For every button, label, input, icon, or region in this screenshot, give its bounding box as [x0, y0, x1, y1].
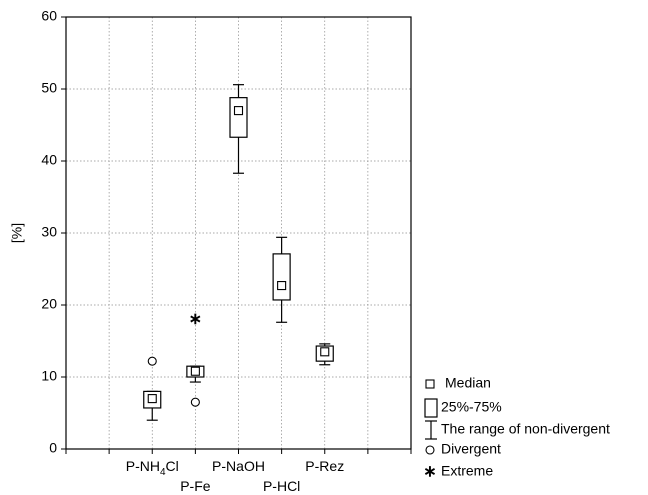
legend-item-median: Median	[425, 375, 491, 391]
y-tick-label: 60	[41, 8, 57, 24]
box-plot-p-naoh	[229, 84, 248, 174]
legend-item-whisker: The range of non-divergent	[425, 420, 610, 440]
iqr-box	[272, 253, 291, 301]
x-tick-label: P-NH4Cl	[126, 458, 179, 478]
extreme-point: ∗	[189, 311, 202, 328]
x-tick-label: P-Rez	[305, 458, 344, 474]
legend-divergent-icon	[425, 445, 435, 455]
iqr-box	[229, 97, 248, 138]
legend-item-box: 25%-75%	[424, 398, 502, 418]
box-series: ∗	[143, 84, 334, 421]
y-tick-label: 40	[41, 152, 57, 168]
box-plot-p-nh4cl	[143, 356, 162, 421]
y-tick-label: 50	[41, 80, 57, 96]
grid-lines	[66, 17, 411, 449]
y-axis-label: [%]	[9, 223, 25, 243]
x-tick-label: P-NaOH	[212, 458, 265, 474]
y-tick-label: 10	[41, 368, 57, 384]
y-tick-label: 0	[49, 440, 57, 456]
legend-item-extreme: ∗ Extreme	[423, 463, 493, 481]
median-marker	[147, 394, 157, 404]
legend-median-icon	[425, 379, 435, 389]
legend-item-divergent: Divergent	[425, 441, 501, 457]
box-plot-p-rez	[315, 343, 334, 366]
divergent-point	[147, 356, 157, 366]
median-marker	[233, 106, 244, 116]
legend-label: The range of non-divergent	[441, 421, 610, 437]
legend: Median 25%-75% The range of non-divergent D…	[423, 375, 610, 481]
legend-label: Divergent	[441, 441, 501, 457]
median-marker	[190, 366, 200, 376]
legend-label: Median	[445, 375, 491, 391]
x-tick-label: P-Fe	[180, 478, 211, 494]
legend-box-icon	[424, 398, 438, 418]
divergent-point	[190, 397, 200, 407]
median-marker	[277, 281, 287, 291]
legend-extreme-icon: ∗	[423, 464, 436, 481]
y-tick-label: 30	[41, 224, 57, 240]
y-tick-label: 20	[41, 296, 57, 312]
y-axis-ticks: 0 10 20 30 40 50 60	[41, 8, 66, 456]
median-marker	[320, 347, 330, 357]
legend-label: Extreme	[441, 463, 493, 479]
box-plot-p-fe: ∗	[186, 311, 205, 407]
legend-label: 25%-75%	[441, 399, 502, 415]
box-plot-p-hcl	[272, 236, 291, 323]
x-tick-label: P-HCl	[263, 478, 300, 494]
